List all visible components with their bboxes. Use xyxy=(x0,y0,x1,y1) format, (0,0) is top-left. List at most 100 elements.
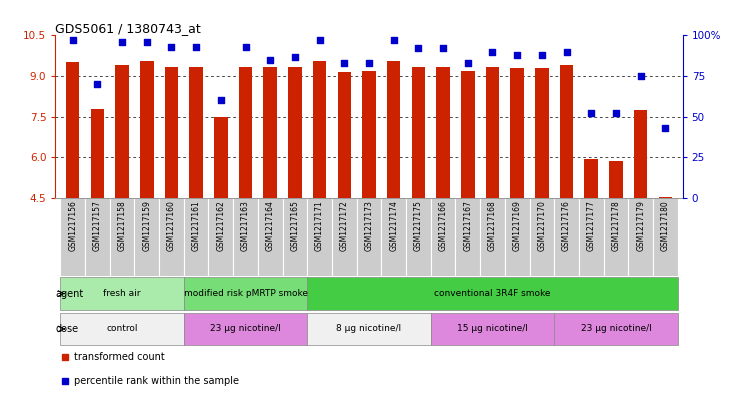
Bar xyxy=(560,65,573,198)
Text: GSM1217170: GSM1217170 xyxy=(537,200,546,251)
Bar xyxy=(530,198,554,276)
Bar xyxy=(140,61,154,198)
Bar xyxy=(337,72,351,198)
Bar xyxy=(110,198,134,276)
Point xyxy=(486,48,498,55)
Bar xyxy=(66,62,80,198)
Text: agent: agent xyxy=(56,288,84,299)
Text: GSM1217173: GSM1217173 xyxy=(365,200,373,251)
Text: GSM1217159: GSM1217159 xyxy=(142,200,151,251)
Bar xyxy=(554,198,579,276)
Text: GSM1217166: GSM1217166 xyxy=(438,200,447,251)
Bar xyxy=(115,65,129,198)
Point xyxy=(190,44,202,50)
Bar xyxy=(134,198,159,276)
Bar xyxy=(184,277,307,310)
Bar xyxy=(263,66,277,198)
Bar xyxy=(584,159,598,198)
Text: 15 μg nicotine/l: 15 μg nicotine/l xyxy=(457,325,528,333)
Bar xyxy=(313,61,326,198)
Text: GSM1217179: GSM1217179 xyxy=(636,200,645,251)
Point xyxy=(511,52,523,58)
Bar xyxy=(85,198,110,276)
Bar xyxy=(307,198,332,276)
Bar xyxy=(455,198,480,276)
Point xyxy=(610,110,622,117)
Bar xyxy=(431,198,455,276)
Bar xyxy=(258,198,283,276)
Bar xyxy=(511,68,524,198)
Point xyxy=(264,57,276,63)
Text: GSM1217168: GSM1217168 xyxy=(488,200,497,251)
Text: GSM1217174: GSM1217174 xyxy=(389,200,399,251)
Text: GSM1217156: GSM1217156 xyxy=(68,200,77,251)
Bar xyxy=(288,66,302,198)
Text: GDS5061 / 1380743_at: GDS5061 / 1380743_at xyxy=(55,22,201,35)
Point xyxy=(585,110,597,117)
Bar xyxy=(604,198,628,276)
Bar xyxy=(609,162,623,198)
Point xyxy=(92,81,103,87)
Text: GSM1217171: GSM1217171 xyxy=(315,200,324,251)
Point xyxy=(387,37,399,43)
Text: GSM1217169: GSM1217169 xyxy=(513,200,522,251)
Text: control: control xyxy=(106,325,138,333)
Text: GSM1217163: GSM1217163 xyxy=(241,200,250,251)
Text: GSM1217177: GSM1217177 xyxy=(587,200,596,251)
Bar xyxy=(208,198,233,276)
Text: GSM1217167: GSM1217167 xyxy=(463,200,472,251)
Point xyxy=(660,125,672,131)
Bar xyxy=(61,277,184,310)
Text: GSM1217161: GSM1217161 xyxy=(192,200,201,251)
Bar xyxy=(535,68,548,198)
Text: GSM1217165: GSM1217165 xyxy=(291,200,300,251)
Point xyxy=(561,48,573,55)
Point xyxy=(289,53,301,60)
Bar xyxy=(486,66,500,198)
Bar xyxy=(480,198,505,276)
Bar xyxy=(461,71,475,198)
Text: transformed count: transformed count xyxy=(74,352,165,362)
Text: GSM1217160: GSM1217160 xyxy=(167,200,176,251)
Text: GSM1217178: GSM1217178 xyxy=(612,200,621,251)
Text: percentile rank within the sample: percentile rank within the sample xyxy=(74,376,239,386)
Bar xyxy=(658,197,672,198)
Bar xyxy=(184,313,307,345)
Bar xyxy=(91,108,104,198)
Bar xyxy=(165,66,178,198)
Point xyxy=(240,44,252,50)
Point xyxy=(339,60,351,66)
Bar xyxy=(431,313,554,345)
Bar xyxy=(406,198,431,276)
Bar xyxy=(61,313,184,345)
Bar xyxy=(436,66,450,198)
Text: dose: dose xyxy=(56,324,79,334)
Text: GSM1217176: GSM1217176 xyxy=(562,200,571,251)
Text: 8 μg nicotine/l: 8 μg nicotine/l xyxy=(337,325,401,333)
Text: GSM1217180: GSM1217180 xyxy=(661,200,670,251)
Bar xyxy=(356,198,382,276)
Bar xyxy=(61,198,85,276)
Bar xyxy=(190,66,203,198)
Point xyxy=(314,37,325,43)
Bar xyxy=(307,313,431,345)
Bar xyxy=(159,198,184,276)
Point xyxy=(413,45,424,51)
Bar xyxy=(362,71,376,198)
Text: GSM1217158: GSM1217158 xyxy=(117,200,126,251)
Bar xyxy=(387,61,401,198)
Bar xyxy=(283,198,307,276)
Point xyxy=(437,45,449,51)
Point xyxy=(635,73,646,79)
Point xyxy=(165,44,177,50)
Point xyxy=(66,37,78,43)
Text: GSM1217164: GSM1217164 xyxy=(266,200,275,251)
Bar xyxy=(233,198,258,276)
Bar xyxy=(382,198,406,276)
Point xyxy=(116,39,128,45)
Text: modified risk pMRTP smoke: modified risk pMRTP smoke xyxy=(184,289,308,298)
Bar xyxy=(634,110,647,198)
Bar xyxy=(653,198,677,276)
Bar xyxy=(238,66,252,198)
Text: 23 μg nicotine/l: 23 μg nicotine/l xyxy=(581,325,652,333)
